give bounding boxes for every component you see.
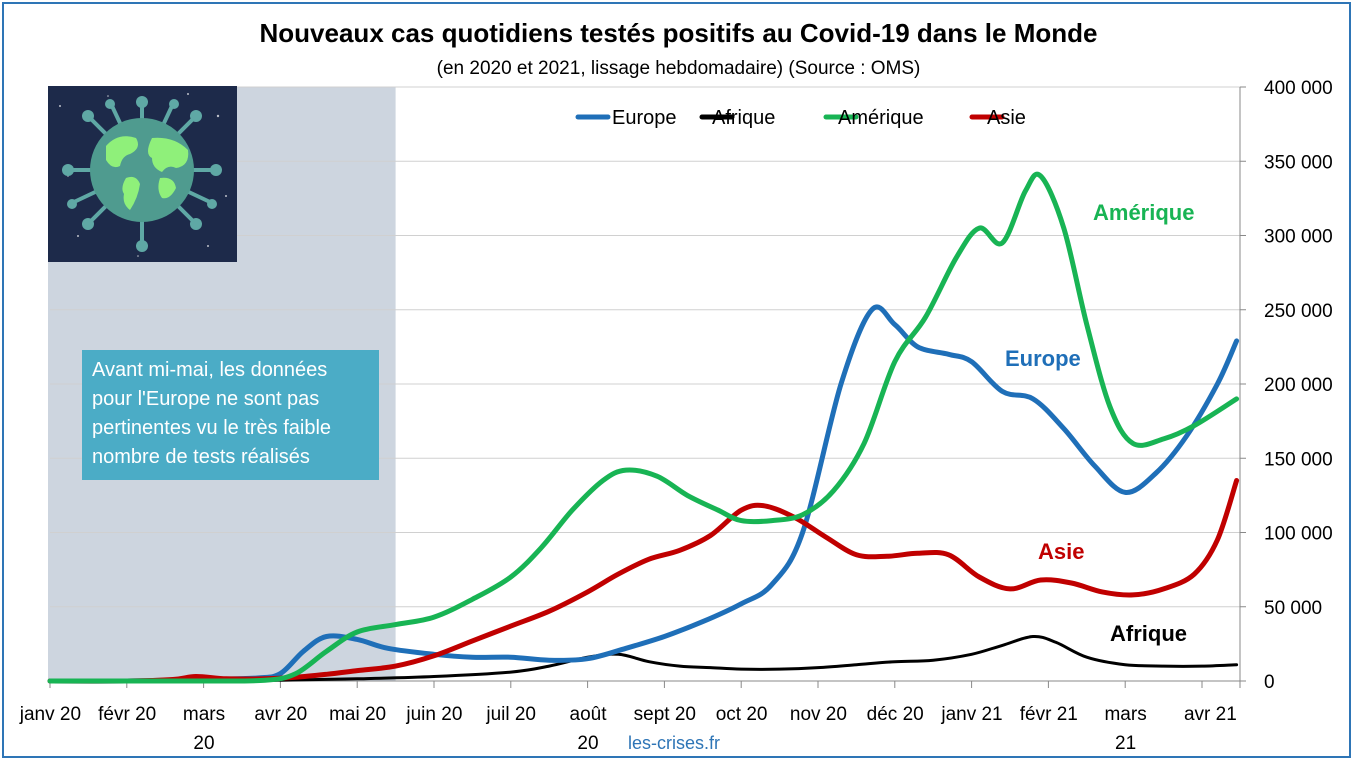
y-tick-label: 400 000 xyxy=(1264,78,1333,99)
series-line-asie xyxy=(47,478,1240,684)
x-tick-label: janv 20 xyxy=(19,704,81,725)
x-tick-label: nov 20 xyxy=(790,704,847,725)
x-tick-label: avr 20 xyxy=(254,704,307,725)
series-line-europe xyxy=(47,304,1240,684)
legend-label-asie: Asie xyxy=(987,107,1026,129)
chart-subtitle: (en 2020 et 2021, lissage hebdomadaire) … xyxy=(436,58,921,79)
y-tick-label: 50 000 xyxy=(1264,598,1322,619)
x-tick-label: juin 20 xyxy=(405,704,462,725)
source-label: les-crises.fr xyxy=(628,733,721,753)
annotation-afrique: Afrique xyxy=(1110,621,1187,646)
x-tick-label: mars xyxy=(183,704,225,725)
y-tick-label: 100 000 xyxy=(1264,524,1333,545)
x-tick-label: 21 xyxy=(1115,733,1136,754)
y-tick-label: 150 000 xyxy=(1264,449,1333,470)
chart-title: Nouveaux cas quotidiens testés positifs … xyxy=(259,18,1098,48)
annotation-europe: Europe xyxy=(1005,346,1081,371)
y-tick-label: 250 000 xyxy=(1264,301,1333,322)
x-tick-label: oct 20 xyxy=(716,704,768,725)
y-tick-label: 300 000 xyxy=(1264,227,1333,248)
x-tick-label: janv 21 xyxy=(940,704,1002,725)
x-tick-label: avr 21 xyxy=(1184,704,1237,725)
x-tick-label: févr 21 xyxy=(1020,704,1078,725)
x-tick-label: mars xyxy=(1104,704,1146,725)
x-tick-label: août xyxy=(570,704,608,725)
legend-label-afrique: Afrique xyxy=(712,107,775,129)
legend-label-amerique: Amérique xyxy=(838,107,924,129)
x-tick-label: 20 xyxy=(193,733,214,754)
x-tick-label: févr 20 xyxy=(98,704,156,725)
annotation-asie: Asie xyxy=(1038,539,1084,564)
y-tick-label: 0 xyxy=(1264,672,1275,693)
x-tick-label: 20 xyxy=(577,733,598,754)
series-line-afrique xyxy=(48,634,1239,683)
legend-label-europe: Europe xyxy=(612,107,677,129)
x-tick-label: déc 20 xyxy=(867,704,924,725)
series-line-amerique xyxy=(47,171,1240,684)
annotation-amerique: Amérique xyxy=(1093,200,1194,225)
x-tick-label: mai 20 xyxy=(329,704,386,725)
virus-globe-icon xyxy=(48,86,237,262)
y-tick-label: 200 000 xyxy=(1264,375,1333,396)
x-tick-label: sept 20 xyxy=(634,704,696,725)
y-tick-label: 350 000 xyxy=(1264,152,1333,173)
x-tick-label: juil 20 xyxy=(485,704,536,725)
note-box: Avant mi-mai, les données pour l'Europe … xyxy=(82,350,379,480)
